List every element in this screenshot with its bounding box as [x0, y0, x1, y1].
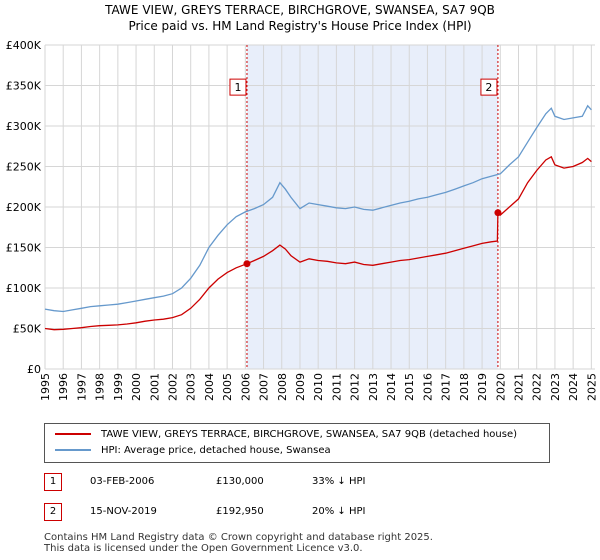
x-tick-label: 2024: [567, 373, 580, 401]
x-tick-label: 2002: [166, 373, 179, 401]
y-tick-label: £250K: [6, 161, 42, 174]
x-tick-label: 2001: [148, 373, 161, 401]
x-tick-label: 2003: [185, 373, 198, 401]
x-tick-label: 2004: [203, 373, 216, 401]
price-chart: £0 £50K £100K £150K £200K £250K £300K £350K £400…: [6, 39, 599, 401]
x-tick-label: 1996: [57, 373, 70, 401]
sale-marker-box: [229, 78, 247, 96]
y-tick-label: £150K: [6, 242, 42, 255]
transaction-row: 2 15-NOV-2019 £192,950 20% ↓ HPI: [44, 502, 564, 522]
x-tick-label: 2013: [367, 373, 380, 401]
x-tick-label: 1998: [94, 373, 107, 401]
x-tick-label: 2020: [494, 373, 507, 401]
legend-item-property: TAWE VIEW, GREYS TERRACE, BIRCHGROVE, SW…: [55, 427, 517, 443]
x-tick-label: 2014: [385, 373, 398, 401]
sale-point: [243, 260, 251, 268]
transaction-number: 2: [44, 503, 62, 521]
y-tick-label: £0: [27, 363, 41, 376]
transaction-hpi-diff: 20% ↓ HPI: [312, 506, 366, 517]
sale-marker-label: 2: [485, 81, 492, 94]
x-tick-label: 2012: [349, 373, 362, 401]
x-tick-label: 2010: [312, 373, 325, 401]
transaction-number: 1: [44, 473, 62, 491]
y-tick-label: £350K: [6, 80, 42, 93]
legend-swatch-property: [55, 433, 91, 435]
transaction-date: 15-NOV-2019: [90, 506, 157, 517]
x-tick-label: 2007: [258, 373, 271, 401]
x-tick-label: 1999: [112, 373, 125, 401]
x-tick-label: 2000: [130, 373, 143, 401]
property-price-line: [44, 155, 592, 331]
transaction-date: 03-FEB-2006: [90, 476, 155, 487]
x-tick-label: 2015: [403, 373, 416, 401]
x-tick-label: 2022: [531, 373, 544, 401]
sale-marker-box: [480, 78, 498, 96]
x-tick-label: 2009: [294, 373, 307, 401]
legend-label-property: TAWE VIEW, GREYS TERRACE, BIRCHGROVE, SW…: [101, 429, 518, 440]
x-tick-label: 2019: [476, 373, 489, 401]
chart-title-line2: Price paid vs. HM Land Registry's House …: [128, 19, 472, 33]
x-tick-label: 2021: [513, 373, 526, 401]
x-tick-label: 2017: [440, 373, 453, 401]
x-tick-label: 2025: [585, 373, 598, 401]
footer: Contains HM Land Registry data © Crown c…: [44, 532, 433, 554]
x-tick-label: 2016: [421, 373, 434, 401]
footer-copyright: Contains HM Land Registry data © Crown c…: [44, 532, 433, 543]
hpi-line: [44, 104, 592, 313]
x-tick-label: 2018: [458, 373, 471, 401]
legend-item-hpi: HPI: Average price, detached house, Swan…: [55, 443, 331, 459]
sale-point: [494, 209, 502, 217]
sale-marker-label: 1: [234, 81, 241, 94]
y-tick-label: £100K: [6, 282, 42, 295]
transaction-price: £192,950: [216, 506, 264, 517]
y-tick-label: £50K: [13, 323, 42, 336]
chart-legend: TAWE VIEW, GREYS TERRACE, BIRCHGROVE, SW…: [44, 423, 550, 463]
y-tick-label: £400K: [6, 39, 42, 52]
y-tick-label: £200K: [6, 201, 42, 214]
x-tick-label: 2005: [221, 373, 234, 401]
x-tick-label: 2008: [276, 373, 289, 401]
chart-title-line1: TAWE VIEW, GREYS TERRACE, BIRCHGROVE, SW…: [105, 3, 495, 17]
transaction-hpi-diff: 33% ↓ HPI: [312, 476, 366, 487]
x-tick-label: 1995: [39, 373, 52, 401]
legend-label-hpi: HPI: Average price, detached house, Swan…: [101, 445, 331, 456]
legend-swatch-hpi: [55, 449, 91, 451]
x-tick-label: 2011: [330, 373, 343, 401]
footer-licence: This data is licensed under the Open Gov…: [44, 543, 363, 554]
transaction-row: 1 03-FEB-2006 £130,000 33% ↓ HPI: [44, 472, 564, 492]
x-tick-label: 2023: [549, 373, 562, 401]
transaction-price: £130,000: [216, 476, 264, 487]
y-tick-label: £300K: [6, 120, 42, 133]
x-tick-label: 1997: [75, 373, 88, 401]
x-tick-label: 2006: [239, 373, 252, 401]
